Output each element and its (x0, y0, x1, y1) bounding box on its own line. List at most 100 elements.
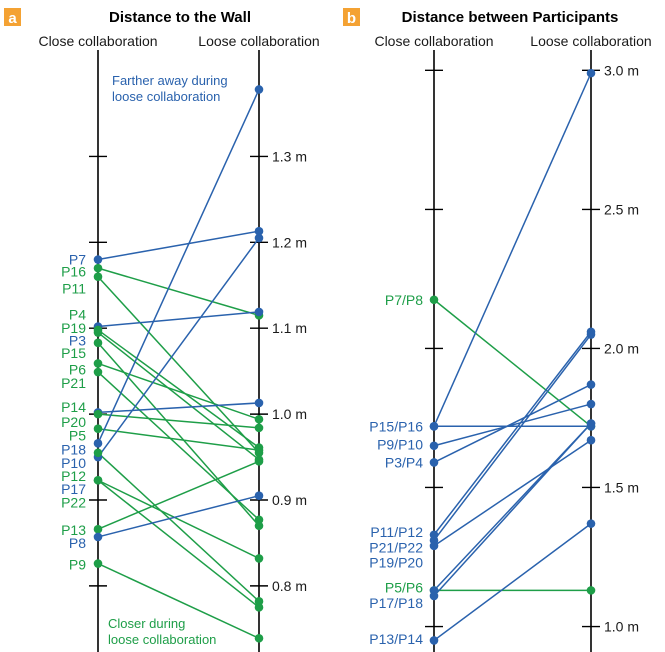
point-close (429, 441, 439, 451)
point-loose (586, 419, 596, 428)
point-label: P20 (61, 414, 86, 430)
point-close (93, 475, 103, 485)
panel-a-letter: a (8, 10, 17, 27)
panel-b-labels: P7/P8 P15/P16 P9/P10 P3/P4 P11/P12P21/P22P19… (369, 292, 423, 647)
point-loose (254, 414, 264, 424)
point-label: P19/P20 (369, 555, 423, 571)
point-label: P13/P14 (369, 631, 423, 647)
point-loose (254, 554, 264, 563)
point-close (93, 328, 103, 337)
point-loose (254, 633, 264, 643)
tick-label: 0.8 m (272, 578, 307, 594)
point-loose (586, 586, 596, 595)
tick-label: 1.5 m (604, 479, 639, 495)
series-line (97, 427, 260, 451)
series-line (97, 479, 260, 560)
annotation-closer-line1: Closer during (108, 616, 185, 631)
point-label: P11/P12 (370, 524, 423, 540)
point-close (93, 338, 103, 348)
point-close (93, 272, 103, 282)
point-label: P5 (69, 428, 86, 444)
point-label: P17 (61, 481, 86, 497)
point-loose (254, 457, 264, 466)
panel-b-axes: 1.0 m 1.5 m 2.0 m 2.5 m 3.0 m (425, 50, 639, 652)
panel-b-points (429, 68, 596, 645)
point-label: P14 (61, 399, 86, 415)
panel-b: b Distance between Participants Close co… (343, 8, 652, 652)
tick-label: 3.0 m (604, 62, 639, 78)
series-line (97, 460, 260, 530)
series-line (97, 331, 260, 461)
point-label: P16 (61, 264, 86, 280)
point-loose (254, 515, 264, 525)
point-label: P21 (61, 375, 86, 391)
series-line (97, 413, 260, 429)
point-label: P13 (61, 522, 86, 538)
series-line (97, 311, 260, 328)
series-line (97, 329, 260, 449)
point-loose (254, 597, 264, 606)
series-line (97, 402, 260, 414)
point-label: P3 (69, 332, 86, 348)
tick-label: 1.1 m (272, 320, 307, 336)
point-label: P5/P6 (385, 580, 423, 596)
panel-b-col-close: Close collaboration (374, 33, 493, 49)
series-line (97, 371, 260, 521)
point-label: P9/P10 (377, 436, 423, 452)
series-line (433, 331, 592, 536)
series-line (97, 479, 260, 608)
tick-label: 1.0 m (604, 619, 639, 635)
point-close (93, 263, 103, 273)
panel-a-title: Distance to the Wall (109, 9, 251, 26)
tick-label: 1.2 m (272, 234, 307, 250)
series-line (97, 452, 260, 602)
point-loose (586, 435, 596, 445)
point-close (93, 367, 103, 377)
point-label: P8 (69, 535, 86, 551)
point-loose (254, 233, 264, 243)
point-label: P9 (69, 556, 86, 572)
series-line (97, 362, 260, 420)
point-loose (254, 491, 264, 501)
annotation-closer-line2: loose collaboration (108, 632, 216, 647)
series-line (97, 89, 260, 444)
series-line (97, 494, 260, 538)
annotation-farther-line1: Farther away during (112, 73, 228, 88)
series-line (433, 334, 592, 541)
series-line (433, 383, 592, 464)
panel-a-col-close: Close collaboration (38, 33, 157, 49)
point-label: P18 (61, 441, 86, 457)
series-line (433, 299, 592, 427)
point-label: P11 (62, 281, 86, 297)
point-loose (254, 445, 264, 455)
point-loose (586, 519, 596, 528)
point-loose (254, 423, 264, 433)
point-label: P3/P4 (385, 454, 423, 470)
point-close (93, 409, 103, 419)
panel-a-col-loose: Loose collaboration (198, 33, 319, 49)
point-close (93, 439, 103, 448)
panel-b-badge (343, 8, 360, 26)
point-close (93, 448, 103, 458)
panel-a-points (93, 85, 264, 643)
point-close (429, 541, 439, 551)
point-close (429, 636, 439, 645)
annotation-farther-line2: loose collaboration (112, 89, 220, 104)
point-close (93, 559, 103, 568)
point-close (429, 422, 439, 431)
series-line (433, 72, 592, 427)
point-label: P4 (69, 306, 86, 322)
panel-a-badge (4, 8, 21, 26)
point-loose (254, 85, 264, 94)
point-close (93, 359, 103, 368)
panel-b-lines (433, 72, 592, 642)
series-line (97, 237, 260, 458)
point-loose (586, 330, 596, 339)
tick-label: 2.5 m (604, 201, 639, 217)
panel-b-title: Distance between Participants (402, 9, 619, 26)
series-line (97, 562, 260, 639)
point-label: P15 (61, 345, 86, 361)
point-loose (586, 68, 596, 78)
point-close (93, 424, 103, 434)
